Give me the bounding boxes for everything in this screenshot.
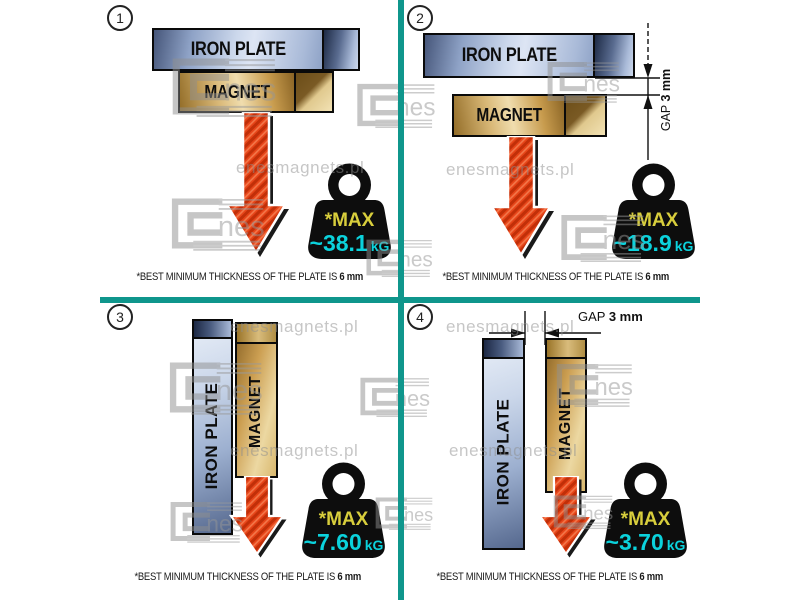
magnet-label: MAGNET (204, 81, 270, 102)
site-watermark: enesmagnets.pl (446, 160, 575, 179)
pull-force-arrow (537, 476, 596, 558)
panel-1-number: 1 (116, 10, 124, 26)
enes-logo-watermark (166, 196, 266, 251)
iron-plate-side (593, 33, 635, 78)
iron-plate-vertical (192, 319, 233, 535)
iron-plate-vertical (482, 338, 525, 550)
magnet-side (564, 94, 607, 137)
pull-force-arrow (228, 476, 287, 558)
magnet-vertical (545, 338, 587, 493)
footnote: *BEST MINIMUM THICKNESS OF THE PLATE IS … (436, 571, 664, 583)
weight-icon: *MAX ~3.70 kG (597, 461, 694, 561)
magnet-top-face (237, 324, 276, 344)
panel-3-number: 3 (116, 309, 124, 325)
site-watermark: enesmagnets.pl (449, 441, 578, 460)
iron-plate-side (322, 28, 360, 71)
magnet-front: MAGNET (178, 71, 296, 113)
iron-plate-label: IRON PLATE (461, 44, 557, 66)
panel-4-number-badge: 4 (407, 304, 433, 330)
panel-4-number: 4 (416, 309, 424, 325)
footnote: *BEST MINIMUM THICKNESS OF THE PLATE IS … (442, 271, 670, 283)
panel-1-number-badge: 1 (107, 5, 133, 31)
panel-2-number-badge: 2 (407, 5, 433, 31)
gap-label: GAP 3 mm (659, 68, 673, 132)
site-watermark: enesmagnets.pl (230, 317, 359, 336)
max-label: *MAX (621, 509, 671, 530)
pull-force-arrow (489, 136, 554, 259)
max-label: *MAX (629, 210, 679, 231)
panel-2-number: 2 (416, 10, 424, 26)
enes-logo-watermark (556, 213, 646, 262)
site-watermark: enesmagnets.pl (236, 158, 365, 177)
magnet-top-face (547, 340, 585, 359)
magnet-label: MAGNET (476, 105, 542, 125)
gap-dimension-lines (489, 311, 601, 345)
magnet-vertical (235, 322, 278, 478)
enes-logo-watermark (550, 494, 614, 529)
iron-plate-front: IRON PLATE (152, 28, 324, 71)
max-label: *MAX (325, 210, 375, 231)
pull-force-arrow (224, 112, 289, 257)
enes-logo-watermark (164, 360, 264, 415)
weight-icon: *MAX ~7.60 kG (295, 461, 392, 561)
enes-logo-watermark (166, 56, 278, 117)
gap-label: GAP 3 mm (578, 309, 643, 324)
enes-logo-watermark (552, 362, 634, 407)
weight-value: ~7.60 (304, 529, 362, 555)
weight-value: ~38.1 (310, 230, 368, 256)
weight-unit: kG (667, 537, 686, 553)
enes-logo-watermark (166, 500, 244, 543)
weight-value: ~18.9 (614, 230, 672, 256)
magnet-front: MAGNET (452, 94, 566, 137)
iron-plate-label: IRON PLATE (202, 382, 221, 490)
panel-3-number-badge: 3 (107, 304, 133, 330)
gap-dimension-lines (595, 23, 660, 160)
site-watermark: enesmagnets.pl (230, 441, 359, 460)
footnote: *BEST MINIMUM THICKNESS OF THE PLATE IS … (134, 571, 362, 583)
magnet-label: MAGNET (247, 375, 264, 449)
footnote: *BEST MINIMUM THICKNESS OF THE PLATE IS … (136, 271, 364, 283)
weight-icon: *MAX ~38.1 kG (301, 162, 398, 262)
enes-logo-watermark (356, 376, 431, 417)
weight-unit: kG (365, 537, 384, 553)
site-watermark: enesmagnets.pl (446, 317, 575, 336)
iron-plate-label: IRON PLATE (190, 38, 286, 60)
magnet-side (294, 71, 334, 113)
iron-plate-top-face (484, 340, 523, 359)
magnet-label: MAGNET (557, 387, 574, 461)
enes-logo-watermark (543, 60, 621, 103)
iron-plate-label: IRON PLATE (493, 398, 513, 506)
weight-unit: kG (371, 238, 390, 254)
weight-unit: kG (675, 238, 694, 254)
max-label: *MAX (319, 509, 369, 530)
svg-text:~18.9kG: ~18.9 kG (614, 230, 694, 256)
weight-icon: *MAX ~18.9 kG (605, 162, 702, 262)
horizontal-divider (100, 297, 700, 303)
weight-value: ~3.70 (606, 529, 664, 555)
enes-logo-watermark (352, 82, 437, 128)
iron-plate-top-face (194, 321, 231, 339)
iron-plate-front: IRON PLATE (423, 33, 595, 78)
svg-text:~38.1kG: ~38.1 kG (310, 230, 390, 256)
